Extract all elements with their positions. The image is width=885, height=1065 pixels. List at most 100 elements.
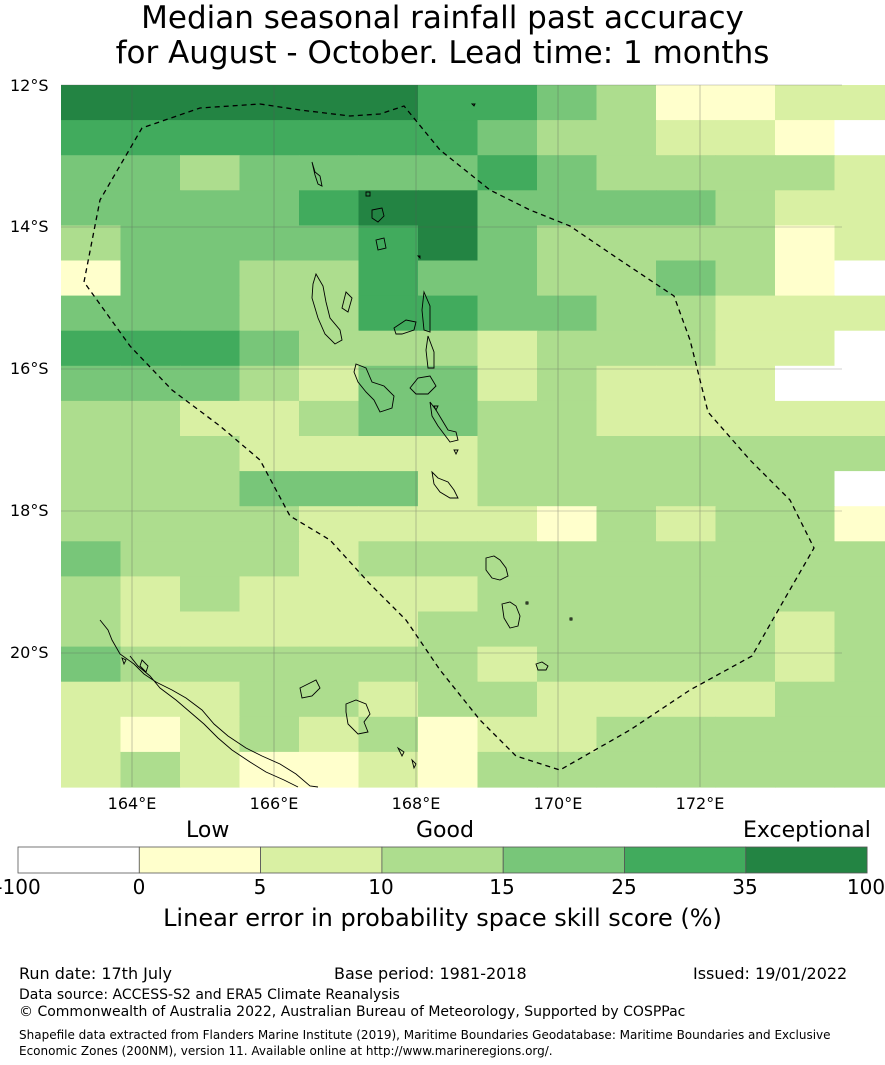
lon-label-164e: 164°E bbox=[107, 794, 157, 813]
skill-cell bbox=[61, 85, 122, 121]
skill-cell bbox=[656, 506, 717, 542]
skill-cell bbox=[120, 190, 181, 226]
skill-cell bbox=[61, 260, 122, 297]
skill-cell bbox=[596, 541, 657, 577]
skill-cell bbox=[358, 471, 419, 507]
skill-cell bbox=[775, 400, 836, 437]
skill-cell bbox=[834, 260, 885, 297]
skill-cell bbox=[239, 400, 300, 437]
skill-cell bbox=[120, 225, 181, 262]
skill-cell bbox=[656, 681, 717, 718]
skill-cell bbox=[834, 751, 885, 788]
skill-cell bbox=[239, 646, 300, 683]
skill-cell bbox=[120, 576, 181, 613]
colorbar-tick: -100 bbox=[0, 875, 41, 899]
skill-cell bbox=[656, 471, 717, 507]
colorbar-swatch bbox=[381, 846, 504, 874]
skill-cell bbox=[239, 681, 300, 718]
eez-boundary bbox=[83, 103, 815, 771]
skill-cell bbox=[537, 155, 598, 191]
skill-cell bbox=[477, 646, 538, 683]
skill-cell bbox=[239, 576, 300, 613]
skill-cell bbox=[715, 576, 776, 613]
skill-cell bbox=[477, 471, 538, 507]
skill-cell bbox=[596, 120, 657, 156]
skill-cell bbox=[477, 330, 538, 367]
skill-cell bbox=[180, 260, 241, 297]
skill-cell bbox=[358, 400, 419, 437]
skill-cell bbox=[715, 225, 776, 262]
skill-cell bbox=[775, 330, 836, 367]
skill-cell bbox=[775, 295, 836, 332]
skill-cell bbox=[715, 646, 776, 683]
skill-cell bbox=[477, 120, 538, 156]
skill-cell bbox=[834, 436, 885, 472]
skill-cell bbox=[418, 120, 479, 156]
skill-cell bbox=[299, 85, 360, 121]
colorbar-swatch bbox=[138, 846, 262, 874]
skill-cell bbox=[299, 646, 360, 683]
map-title-line-1: Median seasonal rainfall past accuracy bbox=[141, 0, 744, 36]
colorbar-word-good: Good bbox=[416, 818, 474, 843]
skill-cell bbox=[715, 330, 776, 367]
skill-cell bbox=[715, 190, 776, 226]
skill-cell bbox=[477, 85, 538, 121]
skill-cell bbox=[61, 120, 122, 156]
skill-cell bbox=[61, 646, 122, 683]
skill-cell bbox=[180, 506, 241, 542]
skill-cell bbox=[358, 295, 419, 332]
colorbar-tick: 10 bbox=[368, 875, 394, 899]
skill-cell bbox=[834, 716, 885, 753]
skill-cell bbox=[477, 611, 538, 648]
skill-cell bbox=[596, 681, 657, 718]
skill-cell bbox=[418, 436, 479, 472]
skill-cell bbox=[477, 295, 538, 332]
skill-cell bbox=[715, 120, 776, 156]
data-source: Data source: ACCESS-S2 and ERA5 Climate … bbox=[19, 987, 400, 1003]
skill-cell bbox=[715, 471, 776, 507]
colorbar-word-low: Low bbox=[186, 818, 230, 843]
skill-cell bbox=[537, 506, 598, 542]
skill-cell bbox=[715, 751, 776, 788]
skill-cell bbox=[299, 541, 360, 577]
skill-cell bbox=[299, 120, 360, 156]
skill-cell bbox=[180, 646, 241, 683]
skill-cell bbox=[656, 295, 717, 332]
base-period: Base period: 1981-2018 bbox=[334, 964, 527, 983]
skill-cell bbox=[120, 120, 181, 156]
skill-cell bbox=[477, 225, 538, 262]
skill-cell bbox=[834, 506, 885, 542]
skill-cell bbox=[418, 190, 479, 226]
skill-cell bbox=[834, 155, 885, 191]
skill-cell bbox=[299, 576, 360, 613]
colorbar-swatch bbox=[17, 846, 140, 874]
skill-cell bbox=[834, 225, 885, 262]
skill-cell bbox=[239, 155, 300, 191]
skill-cell bbox=[656, 611, 717, 648]
skill-cell bbox=[537, 646, 598, 683]
skill-cell bbox=[477, 716, 538, 753]
skill-cell bbox=[61, 155, 122, 191]
skill-cell bbox=[239, 330, 300, 367]
skill-cell bbox=[358, 120, 419, 156]
espiritu-santo bbox=[311, 272, 353, 345]
skill-cell bbox=[358, 506, 419, 542]
loyalty-islands bbox=[299, 679, 417, 770]
skill-cell bbox=[180, 295, 241, 332]
map-title-line-2: for August - October. Lead time: 1 month… bbox=[115, 35, 770, 71]
skill-cell bbox=[537, 330, 598, 367]
skill-cell bbox=[477, 190, 538, 226]
skill-cell bbox=[239, 751, 300, 788]
skill-cell bbox=[775, 436, 836, 472]
skill-cell bbox=[418, 225, 479, 262]
skill-cell bbox=[775, 365, 836, 402]
skill-cell bbox=[537, 471, 598, 507]
skill-cell bbox=[715, 400, 776, 437]
skill-cell bbox=[418, 400, 479, 437]
skill-cell bbox=[596, 365, 657, 402]
lon-label-166e: 166°E bbox=[249, 794, 299, 813]
skill-cell bbox=[358, 611, 419, 648]
skill-cell bbox=[120, 751, 181, 788]
skill-cell bbox=[715, 260, 776, 297]
skill-cell bbox=[299, 716, 360, 753]
